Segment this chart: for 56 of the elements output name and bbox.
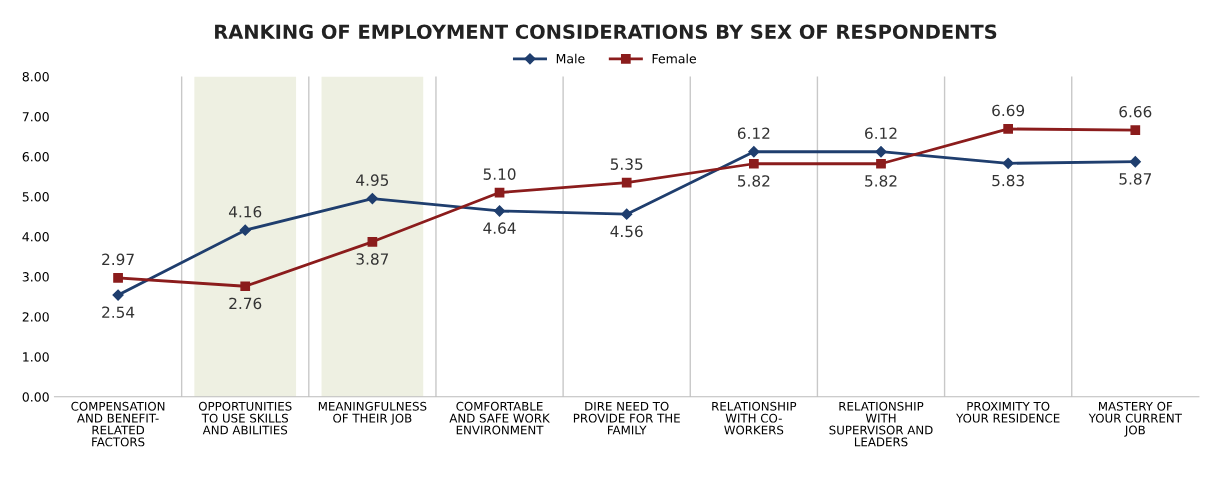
x-tick-label: RELATIONSHIP WITH SUPERVISOR AND LEADERS [829,401,933,447]
data-label: 2.54 [102,306,135,318]
data-label: 6.12 [737,127,770,140]
point [876,158,886,169]
data-label: 3.87 [356,253,389,265]
point [875,146,887,158]
point [240,281,251,292]
data-label: 5.83 [992,174,1024,187]
y-tick-label: 1.00 [23,352,49,362]
x-tick-label: MASTERY OF YOUR CURRENT JOB [1088,401,1182,437]
data-label: 5.82 [738,175,770,187]
point [1129,156,1141,168]
x-tick-label: RELATIONSHIP WITH CO- WORKERS [712,401,797,435]
data-label: 2.76 [229,297,262,310]
legend-label: Female [652,53,696,64]
data-label: 4.16 [228,205,262,218]
point [112,289,124,301]
point [113,272,123,283]
point [1002,157,1014,169]
x-tick-label: COMFORTABLE AND SAFE WORK ENVIRONMENT [449,401,551,435]
y-tick-label: 7.00 [22,111,49,122]
legend-label: Male [556,53,585,64]
point [748,146,760,158]
data-label: 4.95 [356,174,389,186]
data-label: 6.12 [865,127,897,140]
x-tick-label: OPPORTUNITIES TO USE SKILLS AND ABILITIES [198,401,292,435]
point [239,224,251,236]
data-label: 4.64 [483,222,516,234]
data-label: 5.35 [610,158,643,170]
point [621,208,633,220]
point [748,158,759,169]
point [1130,125,1141,135]
y-tick-label: 6.00 [22,152,49,162]
y-tick-label: 0.00 [22,392,49,402]
data-label: 5.87 [1119,173,1152,185]
y-tick-label: 8.00 [22,71,49,82]
data-label: 5.10 [483,168,516,180]
point [1003,124,1014,134]
point [366,192,378,205]
point [621,177,632,188]
point [493,205,506,217]
y-tick-label: 5.00 [22,192,49,202]
point [367,236,378,247]
data-label: 6.69 [992,104,1025,117]
y-tick-label: 2.00 [22,312,49,322]
x-tick-label: PROXIMITY TO YOUR RESIDENCE [956,401,1060,423]
x-tick-label: COMPENSATION AND BENEFIT- RELATED FACTORS [71,401,165,447]
data-label: 2.97 [102,253,134,266]
x-tick-label: DIRE NEED TO PROVIDE FOR THE FAMILY [573,401,680,435]
data-label: 6.66 [1119,105,1152,118]
y-tick-label: 3.00 [22,272,49,282]
x-tick-label: MEANINGFULNESS OF THEIR JOB [318,401,427,425]
data-label: 5.82 [865,175,897,187]
y-tick-label: 4.00 [22,232,49,242]
data-label: 4.56 [610,225,643,238]
chart-title: RANKING OF EMPLOYMENT CONSIDERATIONS BY SEX OF RESPONDENTS [215,24,997,40]
